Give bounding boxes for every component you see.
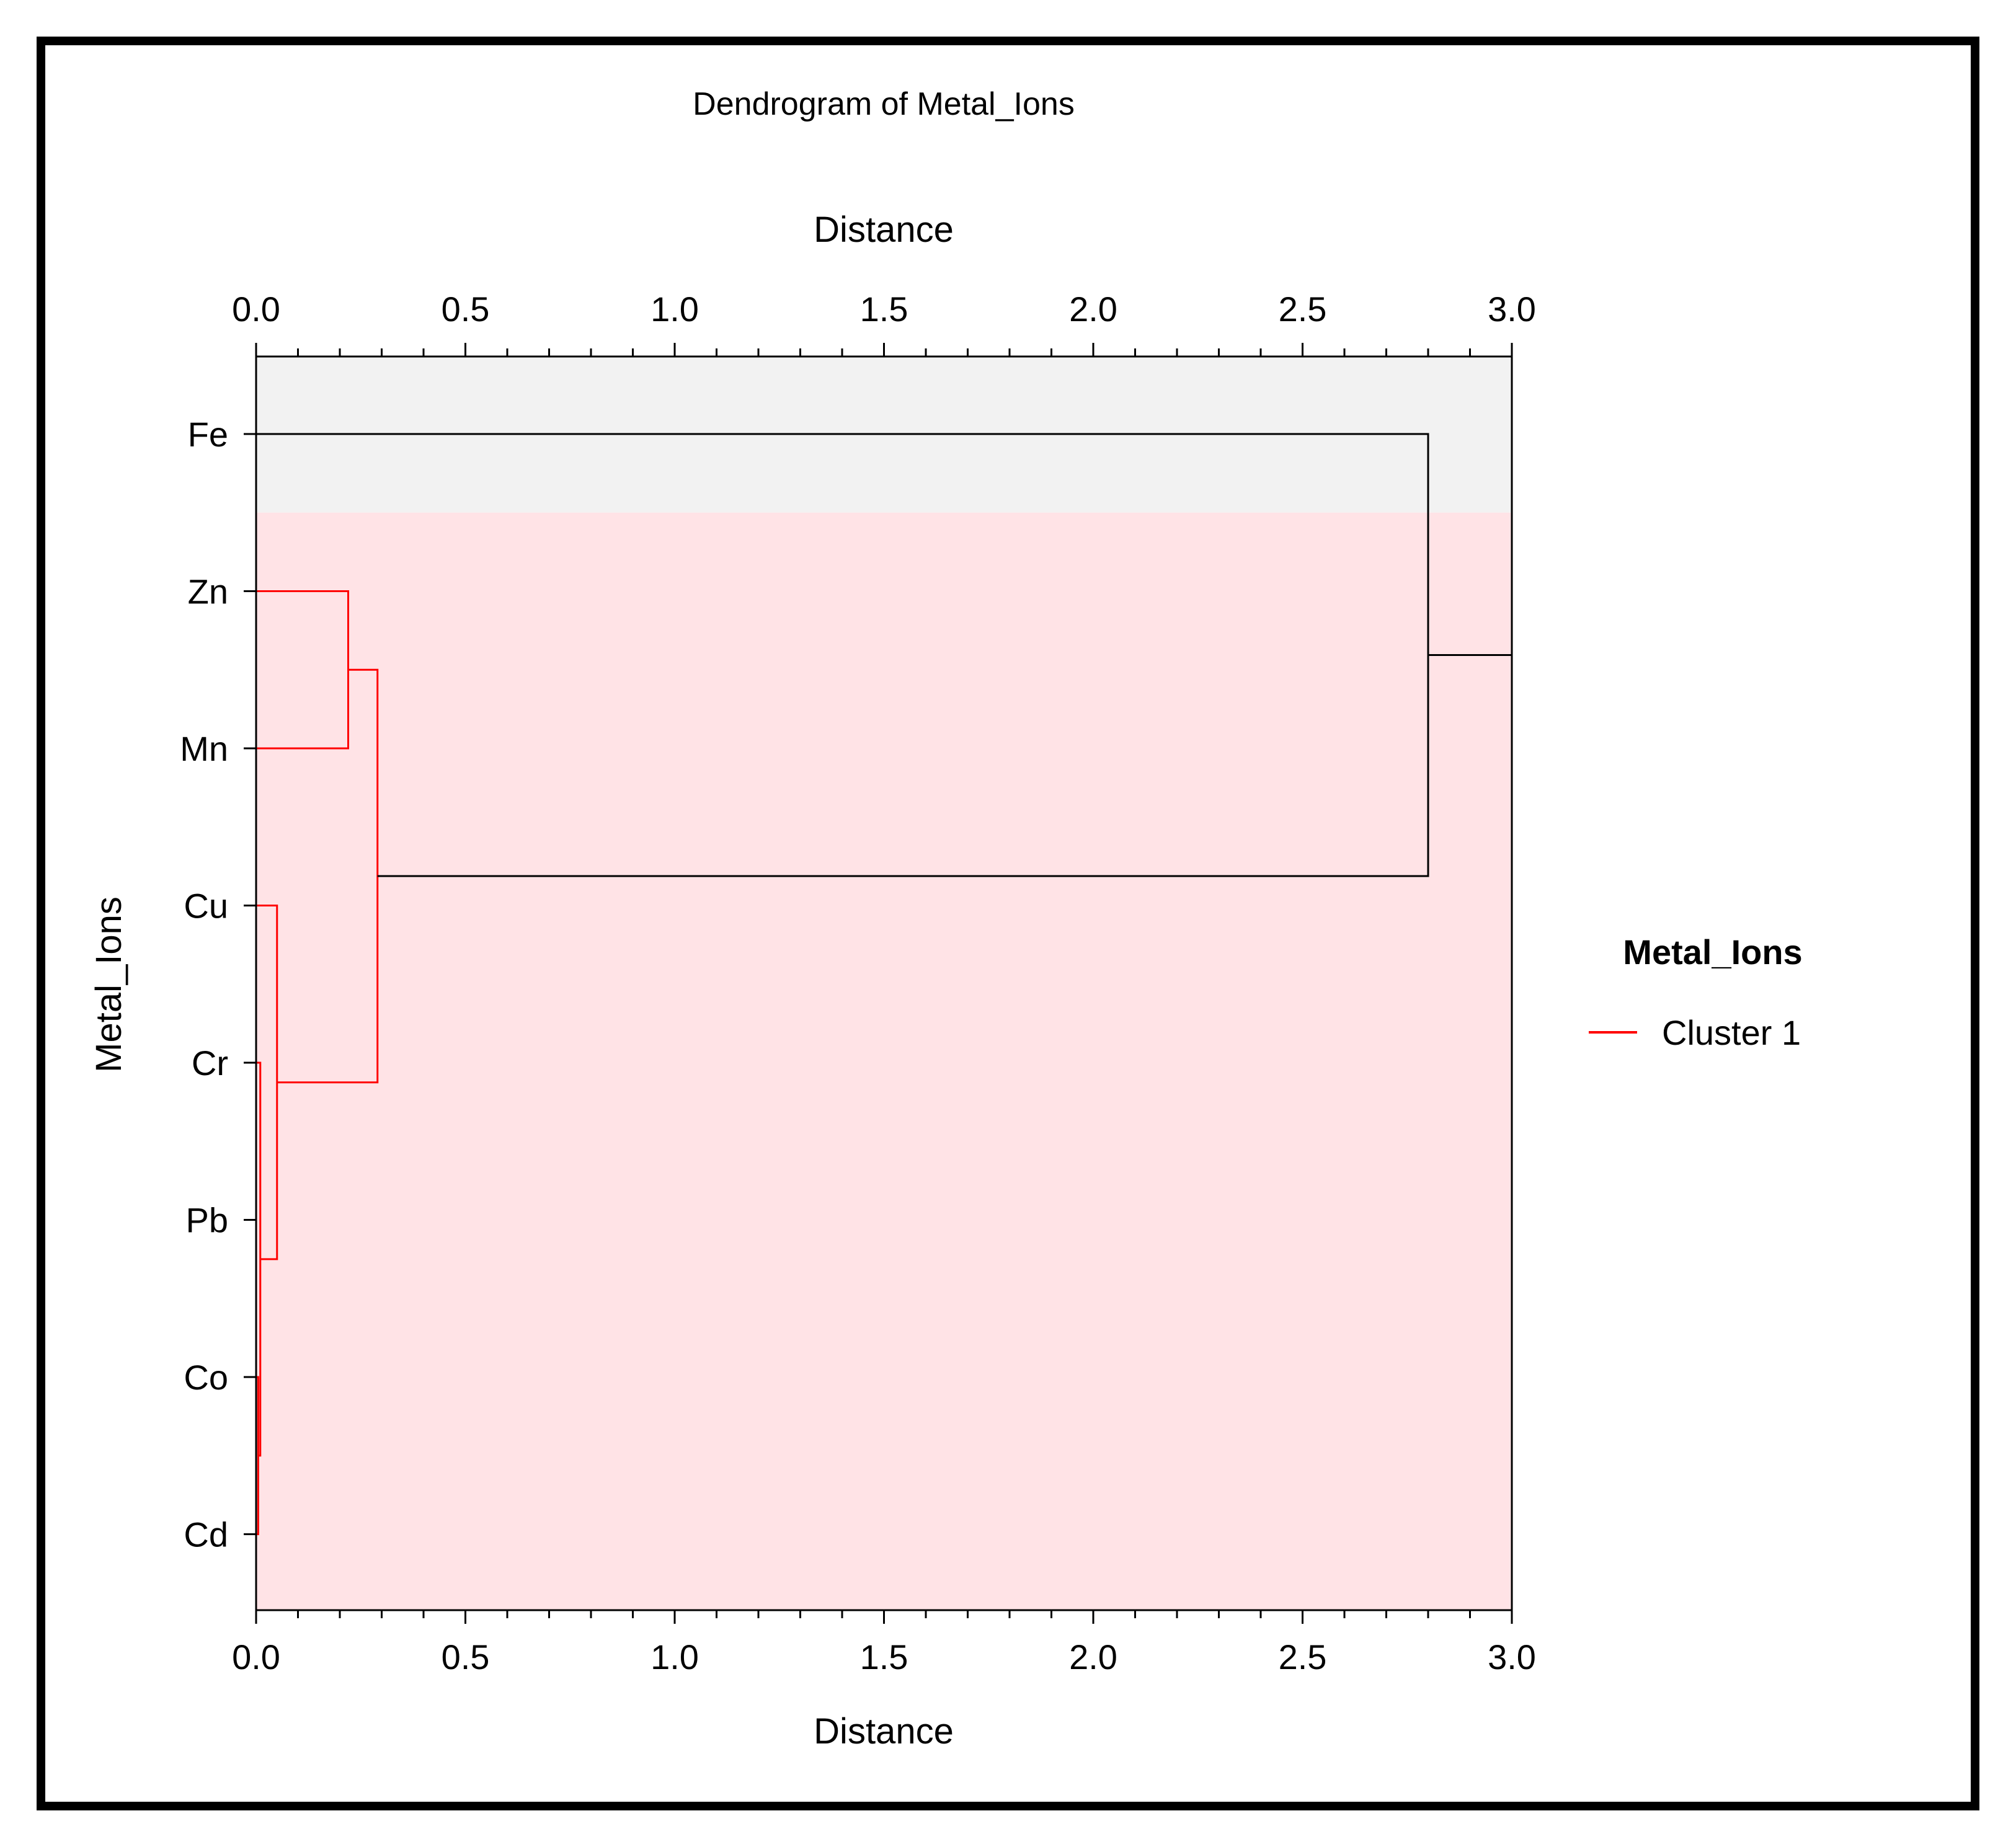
top-axis-label: Distance — [814, 210, 954, 250]
cluster-regions — [256, 357, 1512, 1610]
legend-entry-cluster-1: Cluster 1 — [1662, 1013, 1801, 1052]
bottom-tick-label: 2.5 — [1279, 1637, 1327, 1676]
leaf-label-pb: Pb — [186, 1201, 229, 1240]
top-tick-label: 3.0 — [1488, 290, 1536, 329]
bottom-axis-label: Distance — [814, 1711, 954, 1752]
bottom-tick-label: 1.0 — [651, 1637, 699, 1676]
leaf-label-fe: Fe — [188, 415, 228, 454]
top-tick-label: 2.0 — [1069, 290, 1117, 329]
top-tick-label: 1.5 — [860, 290, 908, 329]
top-tick-label: 0.0 — [232, 290, 280, 329]
leaf-label-mn: Mn — [180, 729, 228, 768]
bottom-tick-label: 0.0 — [232, 1637, 280, 1676]
top-tick-label: 2.5 — [1279, 290, 1327, 329]
leaf-labels: Fe Zn Mn Cu Cr Pb Co Cd — [180, 415, 256, 1554]
legend-title: Metal_Ions — [1623, 932, 1802, 972]
dendrogram-links — [256, 433, 1512, 1535]
cluster-region-2 — [256, 512, 1512, 1610]
legend: Metal_Ions Cluster 1 — [1589, 932, 1803, 1052]
leaf-label-cr: Cr — [192, 1043, 228, 1083]
bottom-tick-label: 1.5 — [860, 1637, 908, 1676]
y-axis-label: Metal_Ions — [89, 897, 129, 1073]
chart-title: Dendrogram of Metal_Ions — [693, 86, 1075, 122]
leaf-label-co: Co — [184, 1358, 228, 1397]
axis-ticks: 0.0 0.0 0.5 0.5 1.0 1.0 1.5 1.5 2.0 2.0 2.5 2.5 3.0 3… — [232, 290, 1536, 1676]
bottom-tick-label: 3.0 — [1488, 1637, 1536, 1676]
leaf-label-cu: Cu — [184, 887, 228, 926]
leaf-label-zn: Zn — [188, 572, 228, 611]
bottom-tick-label: 2.0 — [1069, 1637, 1117, 1676]
leaf-label-cd: Cd — [184, 1515, 228, 1554]
top-tick-label: 1.0 — [651, 290, 699, 329]
bottom-tick-label: 0.5 — [442, 1637, 490, 1676]
top-tick-label: 0.5 — [442, 290, 490, 329]
